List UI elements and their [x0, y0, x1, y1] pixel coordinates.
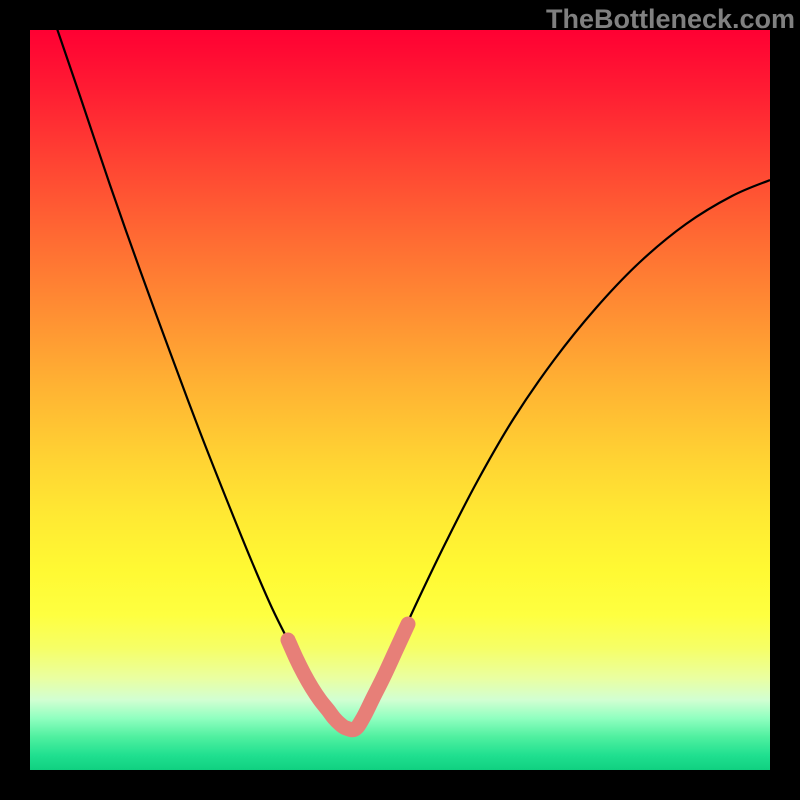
bottleneck-chart: [0, 0, 800, 800]
watermark-text: TheBottleneck.com: [546, 4, 795, 35]
